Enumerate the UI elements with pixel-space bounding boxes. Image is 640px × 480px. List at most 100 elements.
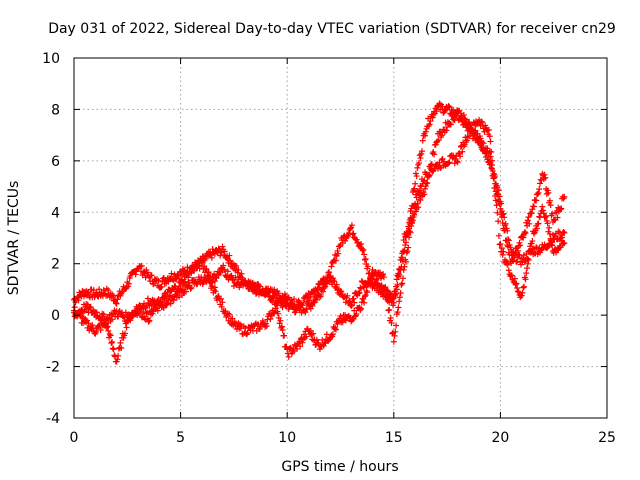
data-point xyxy=(536,186,543,193)
data-point xyxy=(467,122,474,129)
data-point xyxy=(486,148,493,155)
data-point xyxy=(414,164,421,171)
data-point xyxy=(446,103,453,110)
data-point xyxy=(271,309,278,316)
data-point xyxy=(348,222,355,229)
data-point xyxy=(541,171,548,178)
data-point xyxy=(399,248,406,255)
data-point xyxy=(554,214,561,221)
data-point xyxy=(510,257,517,264)
data-point xyxy=(409,217,416,224)
data-point xyxy=(560,228,567,235)
data-point xyxy=(446,159,453,166)
data-point xyxy=(418,150,425,157)
data-point xyxy=(187,285,194,292)
data-point xyxy=(291,347,298,354)
data-point xyxy=(402,242,409,249)
data-point xyxy=(302,309,309,316)
data-point xyxy=(277,317,284,324)
data-point xyxy=(444,124,451,131)
data-point xyxy=(275,290,282,297)
data-point xyxy=(205,269,212,276)
data-point xyxy=(350,230,357,237)
data-point xyxy=(491,174,498,181)
data-point xyxy=(501,227,508,234)
data-point xyxy=(155,277,162,284)
data-point xyxy=(479,119,486,126)
data-point xyxy=(561,240,568,247)
data-point xyxy=(546,224,553,231)
data-point xyxy=(423,180,430,187)
data-point xyxy=(422,132,429,139)
x-tick-label: 0 xyxy=(70,430,79,446)
data-point xyxy=(110,346,117,353)
data-point xyxy=(361,299,368,306)
data-point xyxy=(454,159,461,166)
data-point xyxy=(539,203,546,210)
data-point xyxy=(399,280,406,287)
data-point xyxy=(71,304,78,311)
data-point xyxy=(392,328,399,335)
data-point xyxy=(435,137,442,144)
data-point xyxy=(234,269,241,276)
data-point xyxy=(114,356,121,363)
data-point xyxy=(294,345,301,352)
data-point xyxy=(148,272,155,279)
data-point xyxy=(358,240,365,247)
data-point xyxy=(364,263,371,270)
data-point xyxy=(219,299,226,306)
data-point xyxy=(391,288,398,295)
data-point xyxy=(495,218,502,225)
data-point xyxy=(179,276,186,283)
data-point xyxy=(291,296,298,303)
data-point xyxy=(499,251,506,258)
data-point xyxy=(511,252,518,259)
data-point xyxy=(427,164,434,171)
data-point xyxy=(137,310,144,317)
data-point xyxy=(524,260,531,267)
data-point xyxy=(272,305,279,312)
data-point xyxy=(395,304,402,311)
data-point xyxy=(533,244,540,251)
data-point xyxy=(445,160,452,167)
chart-title: Day 031 of 2022, Sidereal Day-to-day VTE… xyxy=(48,21,616,37)
data-point xyxy=(380,274,387,281)
data-point xyxy=(417,155,424,162)
data-point xyxy=(478,118,485,125)
data-point xyxy=(253,287,260,294)
data-point xyxy=(460,111,467,118)
data-point xyxy=(393,276,400,283)
data-point xyxy=(188,284,195,291)
data-point xyxy=(526,249,533,256)
data-point xyxy=(421,177,428,184)
y-tick-label: 4 xyxy=(51,205,60,221)
data-point xyxy=(506,251,513,258)
data-point xyxy=(390,299,397,306)
data-point xyxy=(100,311,107,318)
data-point xyxy=(427,118,434,125)
data-point xyxy=(345,233,352,240)
data-point xyxy=(511,275,518,282)
data-point xyxy=(232,274,239,281)
data-point xyxy=(520,284,527,291)
data-point xyxy=(443,127,450,134)
data-point xyxy=(138,262,145,269)
data-point xyxy=(498,214,505,221)
data-point xyxy=(167,300,174,307)
data-point xyxy=(168,270,175,277)
data-point xyxy=(548,239,555,246)
data-point xyxy=(224,268,231,275)
data-point xyxy=(307,293,314,300)
data-point xyxy=(359,247,366,254)
data-point xyxy=(358,305,365,312)
data-point xyxy=(323,331,330,338)
data-point xyxy=(217,270,224,277)
data-point xyxy=(404,230,411,237)
data-point xyxy=(143,310,150,317)
data-point xyxy=(105,327,112,334)
data-point xyxy=(388,319,395,326)
data-point xyxy=(259,317,266,324)
data-point xyxy=(392,291,399,298)
data-point xyxy=(226,252,233,259)
data-point xyxy=(316,284,323,291)
